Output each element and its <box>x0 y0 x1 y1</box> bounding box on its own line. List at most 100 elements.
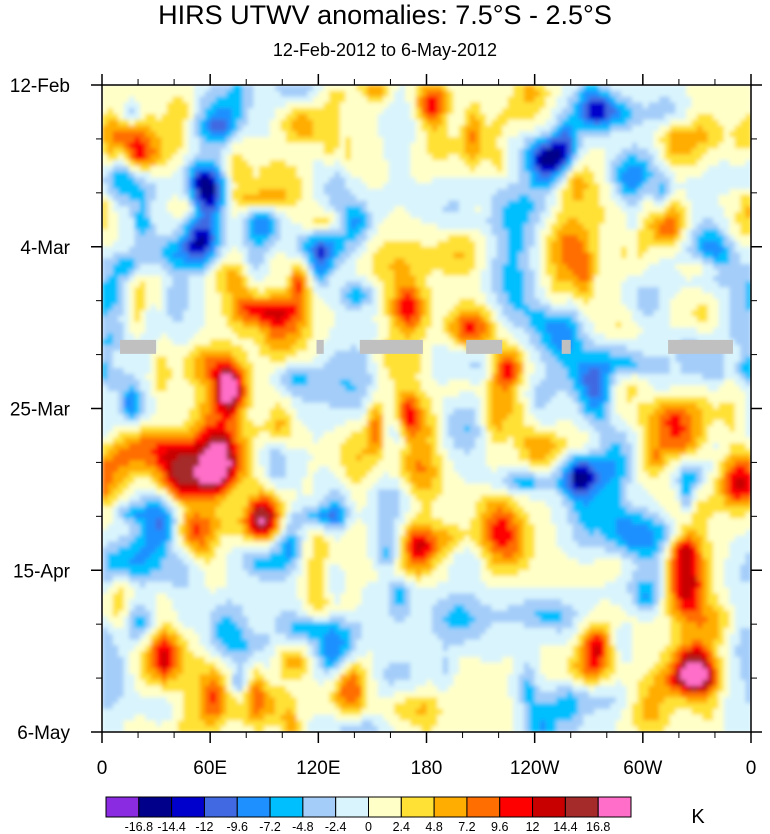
field-cell <box>556 142 563 150</box>
field-cell <box>248 90 255 98</box>
field-cell <box>729 108 736 115</box>
field-cell <box>437 287 444 294</box>
field-cell <box>280 200 287 207</box>
field-cell <box>469 200 476 207</box>
field-cell <box>242 264 249 271</box>
field-cell <box>496 292 503 300</box>
field-cell <box>659 188 666 196</box>
field-cell <box>458 235 465 242</box>
field-cell <box>399 85 406 92</box>
field-cell <box>421 188 428 196</box>
field-cell <box>485 90 492 98</box>
field-cell <box>226 148 233 155</box>
field-cell <box>556 177 563 184</box>
field-cell <box>291 264 298 271</box>
field-cell <box>729 252 736 259</box>
field-cell <box>339 136 346 144</box>
field-cell <box>513 183 520 190</box>
field-cell <box>302 131 309 138</box>
field-cell <box>469 235 476 242</box>
field-cell <box>118 223 125 231</box>
field-cell <box>458 275 465 283</box>
field-cell <box>615 119 622 127</box>
field-cell <box>204 90 211 98</box>
field-cell <box>642 217 649 225</box>
field-cell <box>669 177 676 184</box>
field-cell <box>356 287 363 294</box>
field-cell <box>637 194 644 202</box>
field-cell <box>707 85 714 92</box>
field-cell <box>367 292 374 300</box>
field-cell <box>572 223 579 231</box>
field-cell <box>691 252 698 259</box>
field-cell <box>350 316 357 323</box>
field-cell <box>702 298 709 306</box>
field-cell <box>204 316 211 323</box>
field-cell <box>242 275 249 283</box>
field-cell <box>556 154 563 161</box>
field-cell <box>107 142 114 150</box>
field-cell <box>632 142 639 150</box>
field-cell <box>350 183 357 190</box>
field-cell <box>442 160 449 167</box>
field-cell <box>594 229 601 236</box>
field-cell <box>458 304 465 311</box>
field-cell <box>161 252 168 259</box>
field-cell <box>215 269 222 277</box>
field-cell <box>377 264 384 271</box>
field-cell <box>669 246 676 254</box>
field-cell <box>437 177 444 184</box>
field-cell <box>518 102 525 109</box>
field-cell <box>686 212 693 219</box>
field-cell <box>150 119 157 127</box>
field-cell <box>583 113 590 121</box>
field-cell <box>680 131 687 138</box>
field-cell <box>183 321 190 329</box>
field-cell <box>702 160 709 167</box>
field-cell <box>334 90 341 98</box>
field-cell <box>123 258 130 265</box>
field-cell <box>242 235 249 242</box>
field-cell <box>220 154 227 161</box>
field-cell <box>226 281 233 288</box>
field-cell <box>691 183 698 190</box>
field-cell <box>610 90 617 98</box>
field-cell <box>626 304 633 311</box>
field-cell <box>296 240 303 248</box>
field-cell <box>291 229 298 236</box>
field-cell <box>112 108 119 115</box>
field-cell <box>339 269 346 277</box>
field-cell <box>453 160 460 167</box>
field-cell <box>691 113 698 121</box>
field-cell <box>604 235 611 242</box>
field-cell <box>367 125 374 132</box>
field-cell <box>312 310 319 317</box>
field-cell <box>280 154 287 161</box>
field-cell <box>426 85 433 92</box>
field-cell <box>572 96 579 103</box>
field-cell <box>285 240 292 248</box>
field-cell <box>540 85 547 92</box>
field-cell <box>404 212 411 219</box>
field-cell <box>675 125 682 132</box>
field-cell <box>242 131 249 138</box>
field-cell <box>583 252 590 259</box>
field-cell <box>285 131 292 138</box>
field-cell <box>242 252 249 259</box>
field-cell <box>604 212 611 219</box>
field-cell <box>145 287 152 294</box>
field-cell <box>253 171 260 179</box>
field-cell <box>188 269 195 277</box>
field-cell <box>323 281 330 288</box>
field-cell <box>740 194 747 202</box>
field-cell <box>172 321 179 329</box>
field-cell <box>453 131 460 138</box>
field-cell <box>523 212 530 219</box>
field-cell <box>134 171 141 179</box>
field-cell <box>648 246 655 254</box>
field-cell <box>204 229 211 236</box>
field-cell <box>545 188 552 196</box>
field-cell <box>437 275 444 283</box>
field-cell <box>480 142 487 150</box>
field-cell <box>248 206 255 213</box>
